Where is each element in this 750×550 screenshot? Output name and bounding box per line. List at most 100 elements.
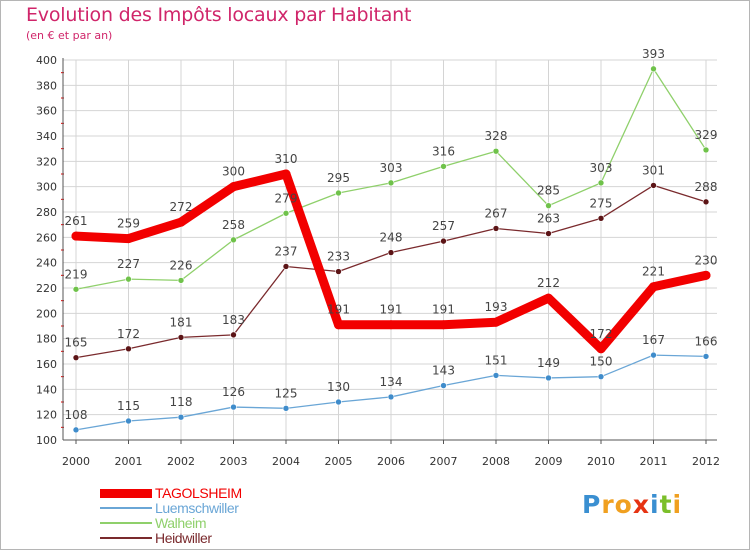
- data-point: [491, 317, 501, 327]
- data-label: 303: [380, 161, 403, 175]
- data-label: 193: [485, 300, 508, 314]
- data-label: 233: [327, 250, 350, 264]
- data-point: [281, 169, 291, 179]
- logo-letter: t: [659, 490, 673, 519]
- series-heidwiller: [72, 182, 710, 361]
- data-label: 226: [170, 258, 193, 272]
- data-label: 248: [380, 231, 403, 245]
- x-tick-label: 2008: [482, 455, 510, 468]
- data-point: [702, 353, 710, 360]
- data-label: 303: [590, 161, 613, 175]
- data-point: [597, 215, 605, 222]
- data-label: 221: [642, 265, 665, 279]
- y-tick-label: 320: [36, 155, 57, 168]
- data-point: [125, 345, 132, 353]
- data-point: [177, 277, 185, 284]
- data-label: 181: [170, 315, 193, 329]
- data-label: 285: [537, 184, 560, 198]
- data-label: 165: [65, 336, 88, 350]
- data-label: 258: [222, 218, 245, 232]
- x-tick-label: 2012: [692, 455, 720, 468]
- legend-label: TAGOLSHEIM: [155, 485, 242, 501]
- x-tick-label: 2004: [272, 455, 300, 468]
- data-point: [545, 374, 552, 382]
- y-tick-label: 220: [36, 282, 57, 295]
- data-point: [702, 146, 710, 154]
- data-label: 166: [695, 334, 718, 348]
- data-label: 328: [485, 129, 508, 143]
- legend-swatch: [100, 488, 152, 498]
- data-label: 227: [117, 257, 140, 271]
- data-label: 183: [222, 313, 245, 327]
- data-label: 118: [170, 395, 193, 409]
- data-point: [440, 237, 447, 245]
- x-tick-label: 2003: [220, 455, 248, 468]
- y-tick-label: 160: [36, 358, 57, 371]
- data-point: [492, 372, 500, 379]
- x-tick-label: 2005: [325, 455, 353, 468]
- data-point: [282, 209, 290, 217]
- data-point: [440, 163, 447, 170]
- data-point: [229, 182, 238, 192]
- data-label: 261: [65, 214, 88, 228]
- data-point: [230, 403, 237, 411]
- data-point: [71, 231, 81, 241]
- data-point: [650, 351, 657, 359]
- data-point: [649, 282, 658, 292]
- y-tick-label: 200: [36, 307, 57, 320]
- data-label: 130: [327, 380, 350, 394]
- proxiti-logo: Proxiti: [582, 490, 682, 519]
- legend-label: Walheim: [155, 515, 207, 531]
- data-label: 263: [537, 212, 560, 226]
- data-point: [386, 320, 396, 330]
- data-label: 212: [537, 276, 560, 290]
- data-point: [177, 334, 185, 341]
- data-label: 115: [117, 399, 140, 413]
- series-luemschwiller: [72, 351, 710, 434]
- data-label: 279: [275, 191, 298, 205]
- data-label: 316: [432, 144, 455, 158]
- x-tick-label: 2010: [587, 455, 615, 468]
- data-label: 288: [695, 180, 718, 194]
- data-label: 108: [65, 408, 88, 422]
- y-tick-label: 140: [36, 383, 57, 396]
- data-label: 230: [695, 253, 718, 267]
- data-label: 257: [432, 219, 455, 233]
- data-label: 393: [642, 47, 665, 61]
- data-point: [701, 270, 711, 280]
- data-point: [650, 182, 657, 189]
- y-tick-label: 400: [36, 54, 57, 67]
- logo-letter: i: [650, 490, 660, 519]
- data-point: [545, 230, 552, 237]
- data-label: 300: [222, 165, 245, 179]
- data-point: [72, 426, 80, 434]
- data-point: [230, 331, 237, 339]
- data-point: [125, 417, 132, 425]
- data-label: 295: [327, 171, 350, 185]
- y-tick-label: 280: [36, 206, 57, 219]
- data-point: [335, 398, 342, 406]
- data-label: 272: [170, 200, 193, 214]
- data-point: [387, 393, 395, 401]
- data-label: 237: [275, 244, 298, 258]
- data-point: [596, 344, 606, 354]
- x-tick-label: 2001: [115, 455, 143, 468]
- series-tagolsheim: [71, 169, 711, 354]
- data-label: 267: [485, 206, 508, 220]
- data-label: 191: [327, 303, 350, 317]
- x-tick-label: 2000: [62, 455, 90, 468]
- data-point: [72, 285, 80, 293]
- data-label: 329: [695, 128, 718, 142]
- chart-subtitle: (en € et par an): [26, 29, 113, 42]
- data-point: [125, 275, 132, 283]
- y-tick-label: 120: [36, 409, 57, 422]
- x-tick-label: 2002: [167, 455, 195, 468]
- data-label: 167: [642, 333, 665, 347]
- logo-letter: i: [672, 490, 683, 519]
- x-tick-label: 2006: [377, 455, 405, 468]
- data-label: 259: [117, 217, 140, 231]
- data-label: 126: [222, 385, 245, 399]
- data-label: 275: [590, 196, 613, 210]
- data-point: [544, 293, 553, 303]
